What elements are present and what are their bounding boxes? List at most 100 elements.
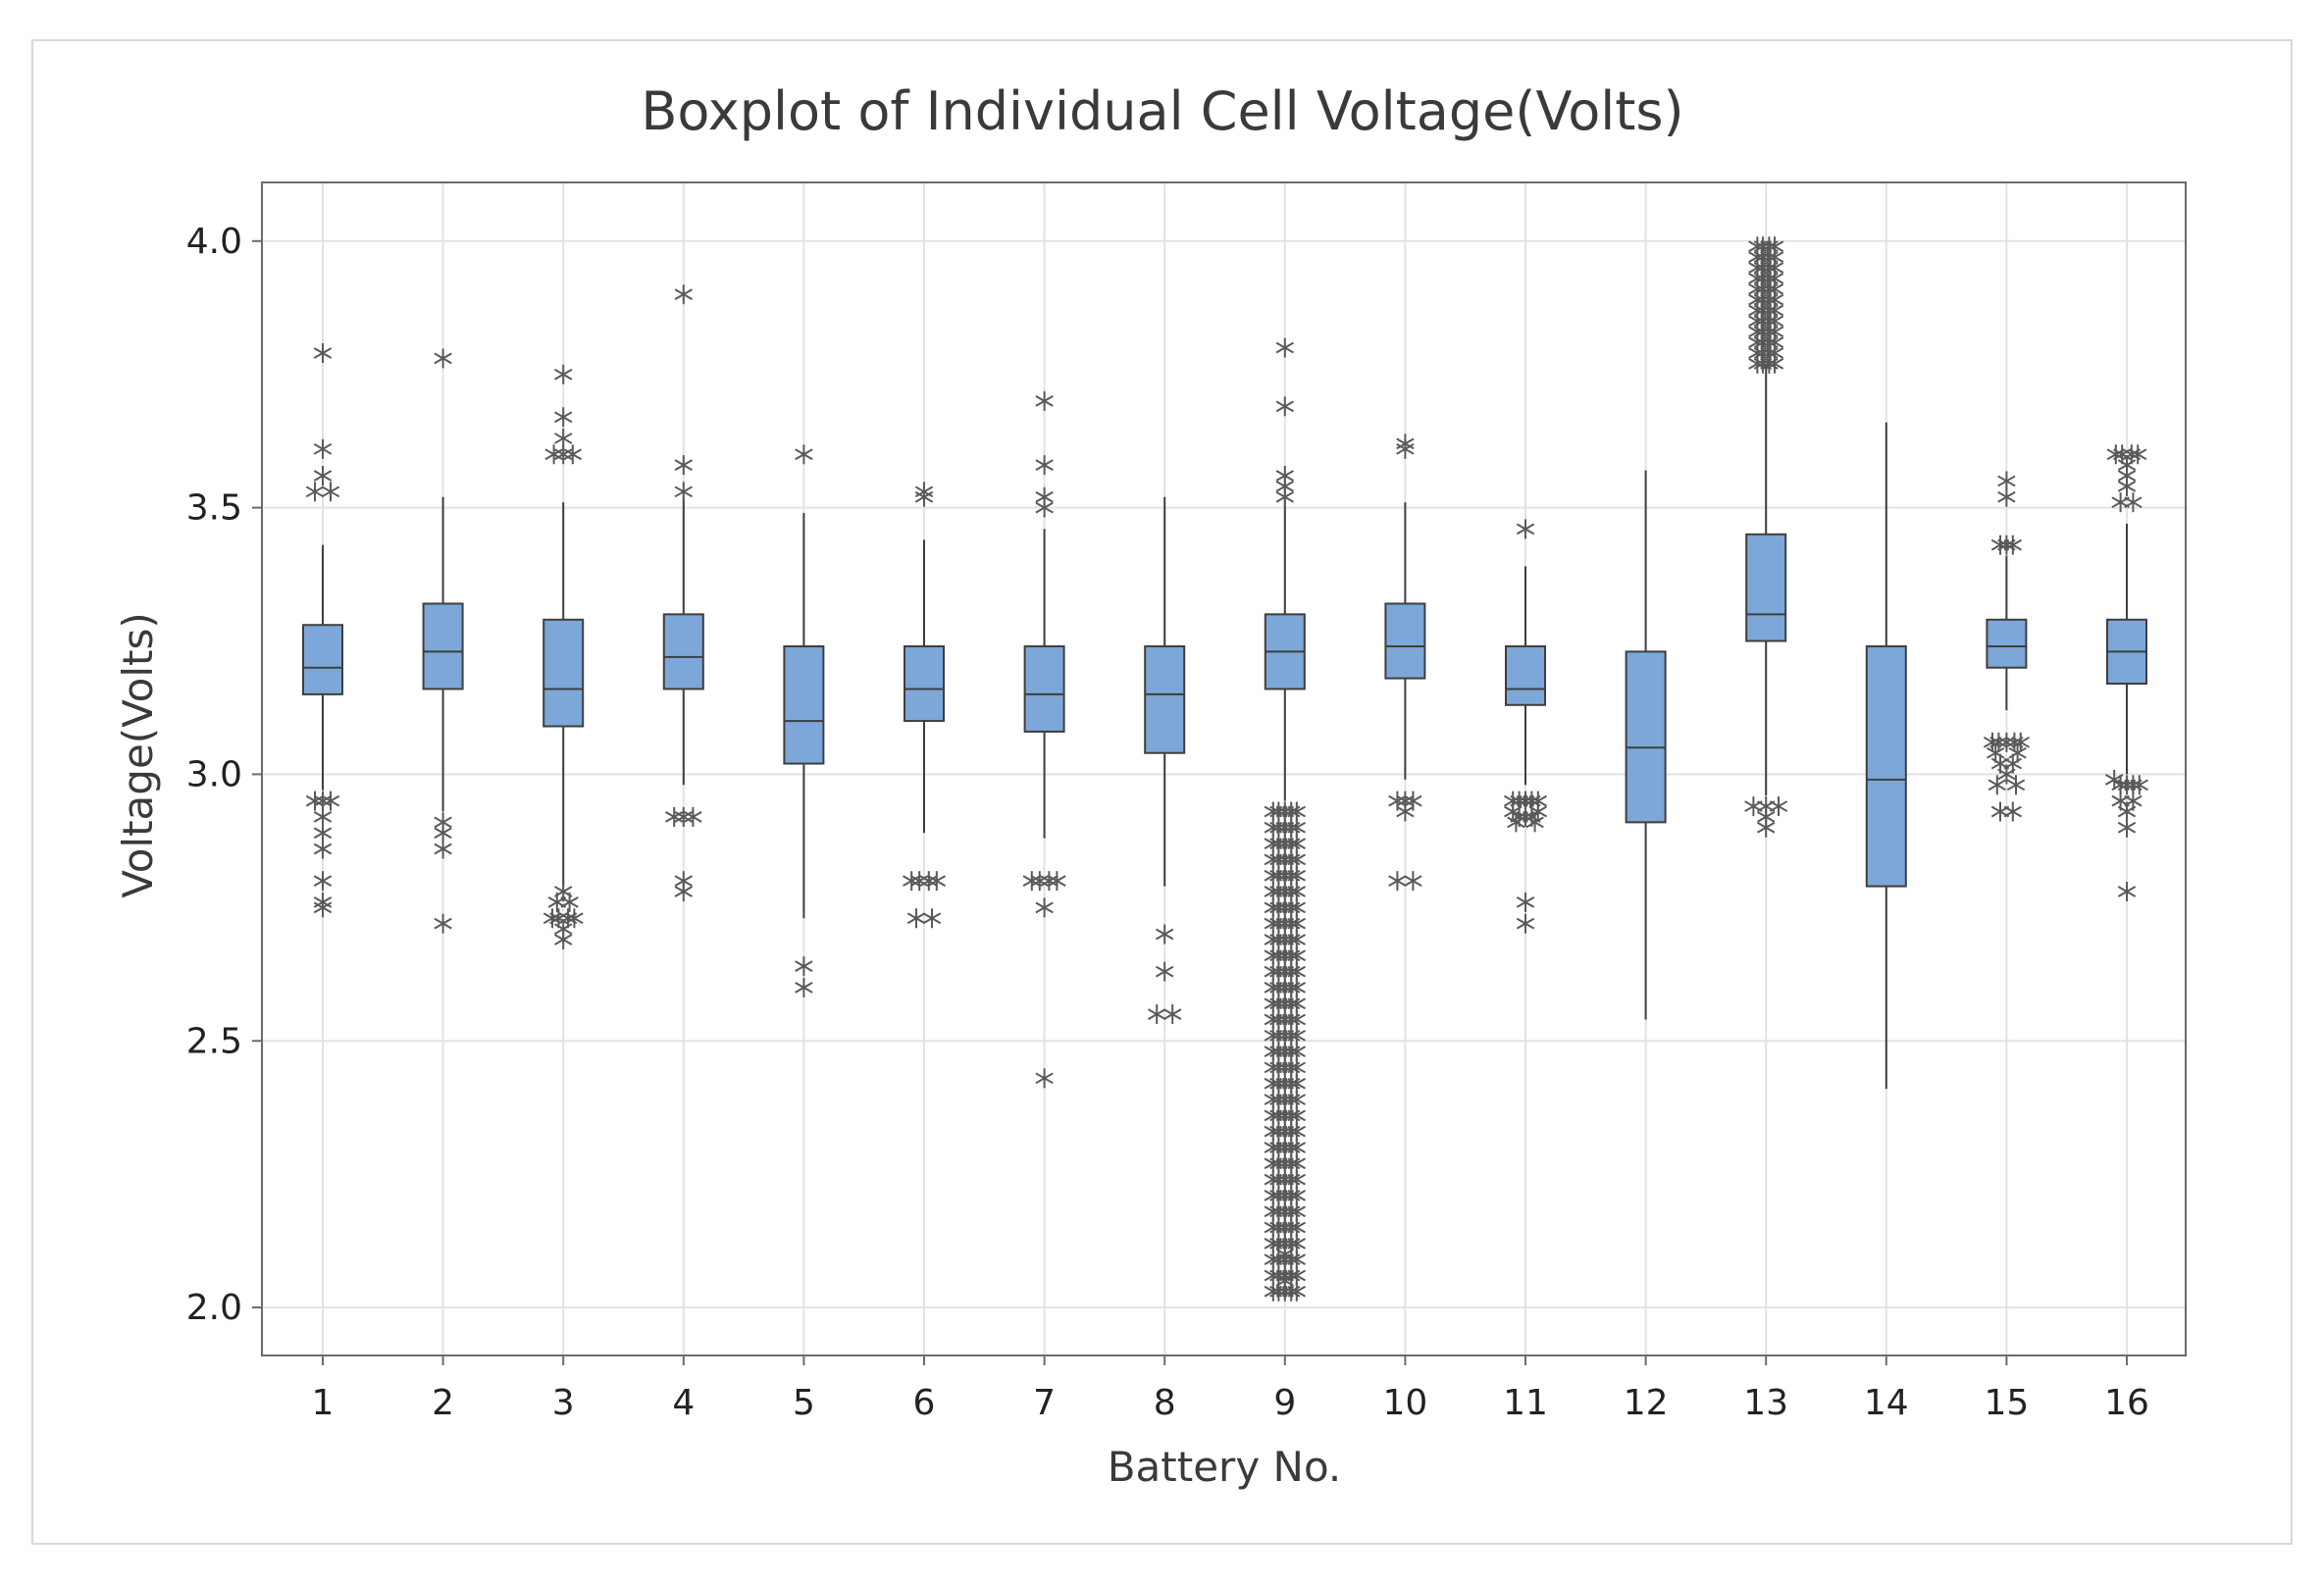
x-tick-label: 7 <box>1033 1383 1056 1423</box>
outlier-point <box>434 913 452 934</box>
outlier-point <box>2130 775 2148 795</box>
x-tick-label: 13 <box>1743 1383 1788 1423</box>
box-iqr <box>1505 644 1546 706</box>
outlier-point <box>1507 812 1525 833</box>
x-tick-label: 3 <box>552 1383 575 1423</box>
x-tick-label: 8 <box>1154 1383 1176 1423</box>
outlier-point <box>1516 913 1535 934</box>
outlier-point <box>313 466 333 485</box>
x-tick-label: 12 <box>1624 1383 1669 1423</box>
outlier-point <box>1525 812 1544 833</box>
outlier-point <box>1275 396 1294 417</box>
outlier-point <box>1156 924 1174 945</box>
outlier-point <box>903 871 921 892</box>
box-iqr <box>1023 644 1065 733</box>
outlier-point <box>919 871 938 892</box>
outlier-point <box>305 482 325 502</box>
outlier-point <box>313 871 333 892</box>
outlier-point <box>313 839 333 859</box>
outlier-point <box>674 482 693 502</box>
outlier-point <box>1035 1068 1054 1089</box>
outlier-point <box>1275 486 1294 507</box>
outlier-point <box>1396 801 1415 822</box>
outlier-point <box>554 364 573 384</box>
outlier-point <box>674 455 693 476</box>
outlier-point <box>1275 1270 1294 1291</box>
outlier-point <box>313 438 333 459</box>
x-tick-label: 11 <box>1503 1383 1548 1423</box>
outlier-point <box>1516 892 1535 912</box>
outlier-point <box>1275 1217 1294 1238</box>
plot-area <box>261 181 2187 1356</box>
outlier-point <box>922 908 942 929</box>
x-tick-label: 5 <box>793 1383 815 1423</box>
box-iqr <box>1625 650 1667 824</box>
outlier-point <box>434 348 452 369</box>
outlier-point <box>1156 961 1174 982</box>
outlier-point <box>2011 732 2030 752</box>
outlier-point <box>1997 732 2016 752</box>
box-iqr <box>904 644 945 723</box>
outlier-point <box>560 892 579 912</box>
outlier-point <box>321 791 340 811</box>
outlier-point <box>1035 497 1054 518</box>
y-tick-label: 2.5 <box>186 1021 242 1061</box>
outlier-point <box>563 444 582 465</box>
x-tick-label: 1 <box>312 1383 335 1423</box>
outlier-point <box>2006 775 2026 795</box>
outlier-point <box>1287 801 1306 822</box>
outlier-point <box>1035 390 1054 411</box>
outlier-point <box>2117 817 2137 838</box>
outlier-point <box>1989 732 2008 752</box>
outlier-point <box>684 806 702 827</box>
x-tick-label: 9 <box>1273 1383 1296 1423</box>
outlier-point <box>1035 897 1054 918</box>
outlier-point <box>554 407 573 428</box>
outlier-point <box>1388 871 1407 892</box>
x-axis-label: Battery No. <box>1108 1443 1342 1491</box>
outlier-point <box>1765 236 1784 257</box>
y-tick-label: 4.0 <box>186 222 242 262</box>
outlier-point <box>1997 764 2016 785</box>
box-iqr <box>1144 644 1186 754</box>
axis-ticks: 2.02.53.03.54.01 2 3 4 5 6 7 8 9 10 11 12 13 14 15 16 <box>186 222 2149 1423</box>
outlier-point <box>1988 775 2006 795</box>
outlier-point <box>906 908 926 929</box>
outlier-point <box>914 486 934 507</box>
outlier-point <box>1404 871 1422 892</box>
outlier-point <box>674 284 693 305</box>
outlier-point <box>2129 444 2147 465</box>
outlier-point <box>313 897 333 918</box>
outlier-point <box>544 444 563 465</box>
outlier-point <box>554 444 573 465</box>
box-iqr <box>542 618 585 728</box>
outlier-point <box>665 806 684 827</box>
x-tick-label: 2 <box>432 1383 454 1423</box>
x-tick-label: 16 <box>2104 1383 2149 1423</box>
x-tick-label: 15 <box>1984 1383 2029 1423</box>
x-tick-label: 4 <box>672 1383 695 1423</box>
box-iqr <box>783 644 825 765</box>
outlier-point <box>1040 871 1059 892</box>
box-iqr <box>302 624 343 695</box>
outlier-point <box>2117 476 2137 496</box>
outlier-point <box>434 839 452 859</box>
box-iqr <box>1986 618 2028 669</box>
outlier-point <box>1516 519 1535 539</box>
outlier-point <box>313 342 333 363</box>
y-tick-label: 3.5 <box>186 488 242 529</box>
chart-title: Boxplot of Individual Cell Voltage(Volts… <box>641 80 1683 142</box>
outlier-point <box>795 956 813 977</box>
outlier-point <box>2003 801 2022 822</box>
outlier-point <box>2117 882 2137 902</box>
outlier-point <box>1757 817 1776 838</box>
box-iqr <box>422 602 464 690</box>
outlier-point <box>1048 871 1066 892</box>
x-tick-label: 10 <box>1382 1383 1427 1423</box>
outlier-point <box>1148 1004 1166 1025</box>
outlier-point <box>305 791 325 811</box>
chart-frame <box>31 39 2293 1545</box>
outlier-point <box>321 482 340 502</box>
box-iqr <box>662 613 704 690</box>
